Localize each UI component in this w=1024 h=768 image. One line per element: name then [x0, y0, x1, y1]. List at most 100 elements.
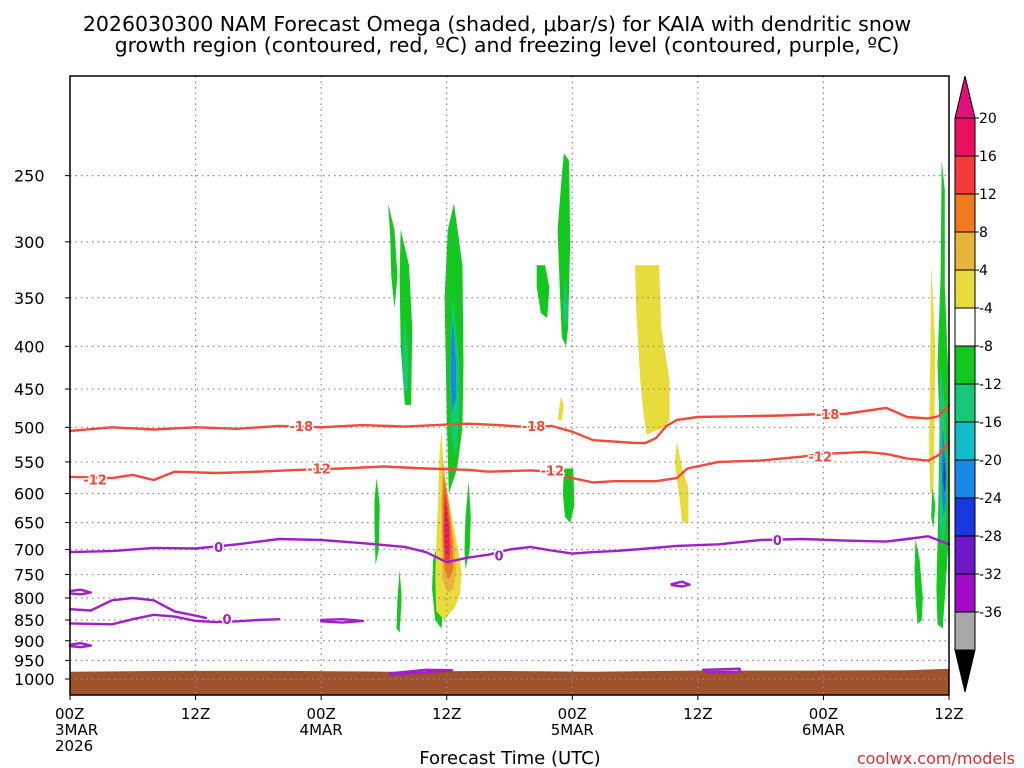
contour-label-1-1: -12: [307, 462, 331, 477]
y-tick-label-2: 350: [14, 289, 45, 308]
contour-label-2-0: 0: [214, 541, 223, 556]
y-tick-label-13: 900: [14, 632, 45, 651]
contour-line-1: [68, 440, 951, 484]
contour-label-0-1: -18: [522, 420, 546, 435]
contour-label-0-0: -18: [290, 420, 314, 435]
title-line-1: 2026030300 NAM Forecast Omega (shaded, μ…: [83, 12, 911, 36]
x-tick-label-0-0: 00Z: [55, 705, 84, 723]
contour-line-9: [701, 667, 741, 674]
contour-label-1-3: -12: [809, 451, 833, 466]
colorbar-label-12: -32: [979, 567, 1002, 583]
omega-area-28: [929, 265, 936, 494]
contour-line-0: [68, 403, 951, 445]
colorbar-segment-1: [954, 155, 976, 195]
colorbar-segment-13: [954, 611, 976, 651]
colorbar-segment-2: [954, 193, 976, 233]
colorbar-segment-7: [954, 383, 976, 423]
colorbar-segment-12: [954, 573, 976, 613]
x-tick-label-7-0: 12Z: [934, 705, 963, 723]
contour-label-2-1: 0: [495, 550, 504, 565]
colorbar-segment-0: [954, 117, 976, 157]
contour-label-0-2: -18: [816, 408, 840, 423]
colorbar-label-11: -28: [979, 529, 1002, 545]
omega-area-27: [914, 539, 923, 625]
contour-line-7: [68, 642, 93, 649]
colorbar-label-4: 4: [979, 263, 988, 279]
colorbar-segment-9: [954, 459, 976, 499]
colorbar-label-7: -12: [979, 377, 1002, 393]
x-tick-label-0-2: 2026: [55, 737, 93, 755]
title-line-2: growth region (contoured, red, ºC) and f…: [115, 33, 900, 57]
contour-line-4: [68, 613, 281, 626]
x-tick-label-2-0: 00Z: [306, 705, 335, 723]
colorbar-label-10: -24: [979, 491, 1002, 507]
x-tick-label-0-1: 3MAR: [55, 721, 98, 739]
omega-area-29: [931, 487, 936, 529]
terrain-area: [70, 668, 949, 695]
omega-area-7: [374, 478, 380, 565]
contour-line-2: [68, 535, 951, 564]
omega-area-8: [396, 569, 402, 633]
x-tick-label-3-0: 12Z: [432, 705, 461, 723]
omega-area-3: [450, 318, 457, 413]
contour-line-8: [388, 668, 454, 676]
colorbar-segment-11: [954, 535, 976, 575]
terrain-layer: [70, 668, 949, 695]
colorbar-label-6: -8: [979, 339, 993, 355]
contour-line-3: [68, 596, 208, 620]
omega-area-13: [536, 265, 550, 318]
x-tick-label-1-0: 12Z: [181, 705, 210, 723]
omega-area-12: [562, 276, 569, 328]
contour-label-1-0: -12: [83, 473, 107, 488]
contour-lines: -18 -18 -18 -12 -12 -12 -12 0 0 0 0: [68, 403, 951, 676]
colorbar-label-2: 12: [979, 187, 997, 203]
colorbar-segment-10: [954, 497, 976, 537]
colorbar-segment-6: [954, 345, 976, 385]
colorbar-label-5: -4: [979, 301, 993, 317]
y-tick-label-5: 500: [14, 418, 45, 437]
y-tick-label-8: 650: [14, 514, 45, 533]
omega-area-15: [635, 265, 670, 435]
colorbar-label-0: 20: [979, 111, 997, 127]
contour-label-1-2: -12: [541, 464, 565, 479]
y-tick-label-4: 450: [14, 380, 45, 399]
x-tick-label-4-0: 00Z: [558, 705, 587, 723]
contour-line-6: [68, 588, 93, 596]
colorbar-label-9: -20: [979, 453, 1002, 469]
omega-area-1: [464, 481, 471, 570]
y-tick-label-6: 550: [14, 453, 45, 472]
colorbar-segment-5: [954, 307, 976, 347]
omega-area-6: [388, 203, 398, 309]
contour-label-4-0: 0: [222, 613, 231, 628]
x-tick-label-6-0: 00Z: [809, 705, 838, 723]
x-tick-label-6-1: 6MAR: [802, 721, 845, 739]
y-tick-label-7: 600: [14, 485, 45, 504]
contour-line-10: [670, 580, 691, 588]
x-axis-label: Forecast Time (UTC): [419, 748, 600, 768]
contour-line-5: [319, 618, 365, 624]
y-tick-label-15: 1000: [14, 670, 55, 689]
omega-area-16: [674, 441, 689, 523]
y-tick-label-1: 300: [14, 233, 45, 252]
colorbar-label-13: -36: [979, 605, 1002, 621]
x-tick-label-5-0: 12Z: [683, 705, 712, 723]
watermark: coolwx.com/models: [857, 749, 1015, 768]
y-tick-label-10: 750: [14, 566, 45, 585]
plot-frame: [69, 75, 950, 696]
omega-area-4: [399, 229, 413, 405]
omega-area-17: [557, 397, 564, 420]
gridlines: [70, 76, 949, 695]
colorbar: 20 16 12 8 4 -4 -8 -12 -16 -20 -24 -28 -32 -36: [954, 75, 1002, 693]
y-tick-label-14: 950: [14, 651, 45, 670]
y-axis-ticks: 250 300 350 400 450 500 550 600 650 700 750 800 850 9…: [14, 167, 70, 689]
colorbar-label-1: 16: [979, 149, 997, 165]
omega-area-26: [943, 455, 946, 494]
colorbar-label-3: 8: [979, 225, 988, 241]
y-tick-label-3: 400: [14, 337, 45, 356]
omega-area-5: [402, 318, 408, 394]
colorbar-label-8: -16: [979, 415, 1002, 431]
colorbar-bottom-arrow: [954, 649, 976, 693]
